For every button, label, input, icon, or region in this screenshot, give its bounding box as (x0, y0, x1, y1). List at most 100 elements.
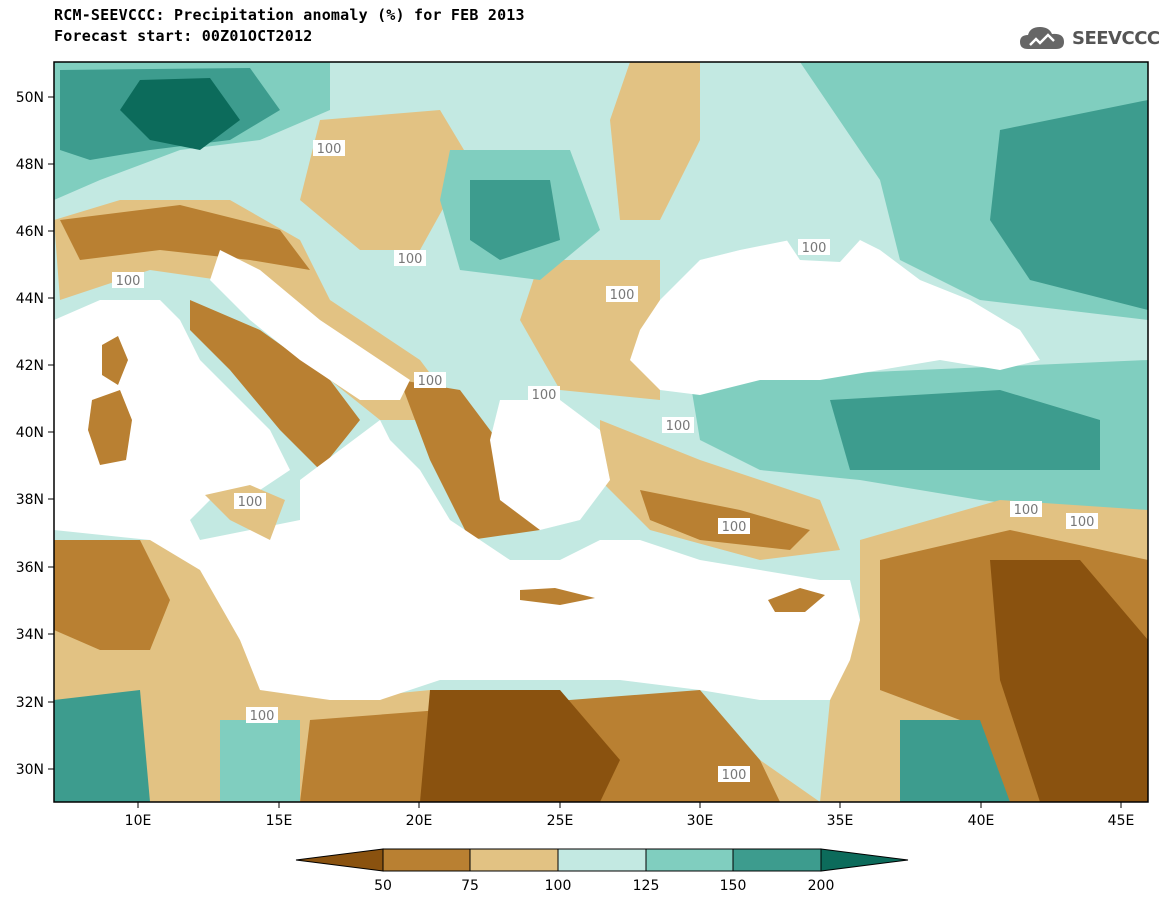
contour-label: 100 (606, 286, 638, 303)
lat-label: 34N (16, 627, 44, 643)
lon-label: 20E (406, 813, 433, 829)
lon-label: 45E (1108, 813, 1135, 829)
svg-text:100: 100 (1014, 503, 1039, 518)
svg-text:100: 100 (722, 768, 747, 783)
lon-tick-10E: 10E (125, 802, 152, 829)
lon-label: 25E (547, 813, 574, 829)
lon-tick-25E: 25E (547, 802, 574, 829)
svg-text:100: 100 (722, 520, 747, 535)
colorbar-125-150 (645, 848, 734, 872)
lat-tick-32N: 32N (16, 695, 54, 711)
lat-label: 46N (16, 224, 44, 240)
sea-mask (54, 230, 1040, 700)
svg-text:100: 100 (1070, 515, 1095, 530)
adriatic-sea (210, 250, 410, 400)
contour-label: 100 (234, 493, 266, 510)
lat-tick-38N: 38N (16, 492, 54, 508)
lat-tick-46N: 46N (16, 224, 54, 240)
field-east-200 (990, 100, 1148, 310)
lon-label: 30E (687, 813, 714, 829)
lon-tick-30E: 30E (687, 802, 714, 829)
field-anatolia-200 (830, 390, 1100, 470)
field-jordan-200 (900, 720, 1010, 802)
cloud-icon (1020, 27, 1064, 49)
contour-label: 100 (798, 239, 830, 256)
colorbar-label: 200 (808, 878, 835, 894)
contour-labels: 100 100 100 100 100 100 100 100 100 100 … (112, 140, 1098, 783)
colorbar-lt50 (295, 848, 384, 872)
colorbar-label: 50 (374, 878, 392, 894)
aegean-sea (490, 400, 610, 530)
colorbar: 50 75 100 125 150 200 (295, 848, 909, 894)
black-sea (630, 230, 1040, 395)
contour-label: 100 (246, 707, 278, 724)
map-title: RCM-SEEVCCC: Precipitation anomaly (%) f… (54, 6, 525, 24)
contour-label: 100 (718, 766, 750, 783)
colorbar-150-200 (732, 848, 822, 872)
lat-tick-44N: 44N (16, 291, 54, 307)
lat-label: 44N (16, 291, 44, 307)
lat-tick-30N: 30N (16, 762, 54, 778)
contour-label: 100 (1066, 513, 1098, 530)
colorbar-gt200 (820, 848, 909, 872)
sardinia (88, 390, 132, 465)
contour-label: 100 (112, 272, 144, 289)
cyprus (768, 588, 825, 612)
colorbar-label: 125 (633, 878, 660, 894)
svg-text:100: 100 (802, 241, 827, 256)
svg-text:100: 100 (532, 388, 557, 403)
lon-label: 15E (266, 813, 293, 829)
svg-text:100: 100 (238, 495, 263, 510)
lon-axis: 10E 15E 20E 25E 30E 35E 40E 45E (125, 802, 1135, 829)
svg-text:100: 100 (398, 252, 423, 267)
lon-label: 40E (968, 813, 995, 829)
lat-tick-40N: 40N (16, 425, 54, 441)
colorbar-label: 100 (545, 878, 572, 894)
lat-tick-48N: 48N (16, 157, 54, 173)
lon-tick-15E: 15E (266, 802, 293, 829)
lat-axis: 50N 48N 46N 44N 42N 40N 38N 36N 34N 32N … (16, 90, 54, 778)
anomaly-field (54, 62, 1148, 802)
lon-tick-35E: 35E (827, 802, 854, 829)
colorbar-100-125 (557, 848, 647, 872)
lat-label: 48N (16, 157, 44, 173)
lat-label: 40N (16, 425, 44, 441)
contour-label: 100 (718, 518, 750, 535)
contour-label: 100 (313, 140, 345, 157)
crete (520, 588, 595, 605)
seevccc-logo: SEEVCCC (1018, 20, 1160, 56)
lon-tick-45E: 45E (1108, 802, 1135, 829)
field-arabia-lt50 (990, 560, 1148, 802)
lat-label: 38N (16, 492, 44, 508)
contour-label: 100 (414, 372, 446, 389)
field-libya-150 (220, 720, 300, 802)
field-italy-50 (190, 300, 360, 470)
field-hungary-200 (470, 180, 560, 260)
colorbar-75-100 (469, 848, 559, 872)
lat-label: 50N (16, 90, 44, 106)
logo-text: SEEVCCC (1072, 27, 1160, 49)
field-tunisia-50 (54, 540, 170, 650)
svg-text:100: 100 (250, 709, 275, 724)
mediterranean-sea (54, 300, 860, 700)
svg-text:100: 100 (666, 419, 691, 434)
field-libya-lt50 (420, 690, 620, 802)
lat-label: 36N (16, 560, 44, 576)
colorbar-50-75 (382, 848, 471, 872)
lon-label: 35E (827, 813, 854, 829)
colorbar-label: 75 (461, 878, 479, 894)
svg-text:100: 100 (317, 142, 342, 157)
contour-label: 100 (394, 250, 426, 267)
lat-tick-34N: 34N (16, 627, 54, 643)
lat-label: 30N (16, 762, 44, 778)
lat-tick-36N: 36N (16, 560, 54, 576)
field-ukraine-75 (610, 62, 700, 220)
corsica (102, 336, 128, 385)
lon-label: 10E (125, 813, 152, 829)
contour-label: 100 (528, 386, 560, 403)
svg-text:100: 100 (610, 288, 635, 303)
field-alps-50 (60, 205, 310, 270)
contour-label: 100 (662, 417, 694, 434)
lat-label: 32N (16, 695, 44, 711)
